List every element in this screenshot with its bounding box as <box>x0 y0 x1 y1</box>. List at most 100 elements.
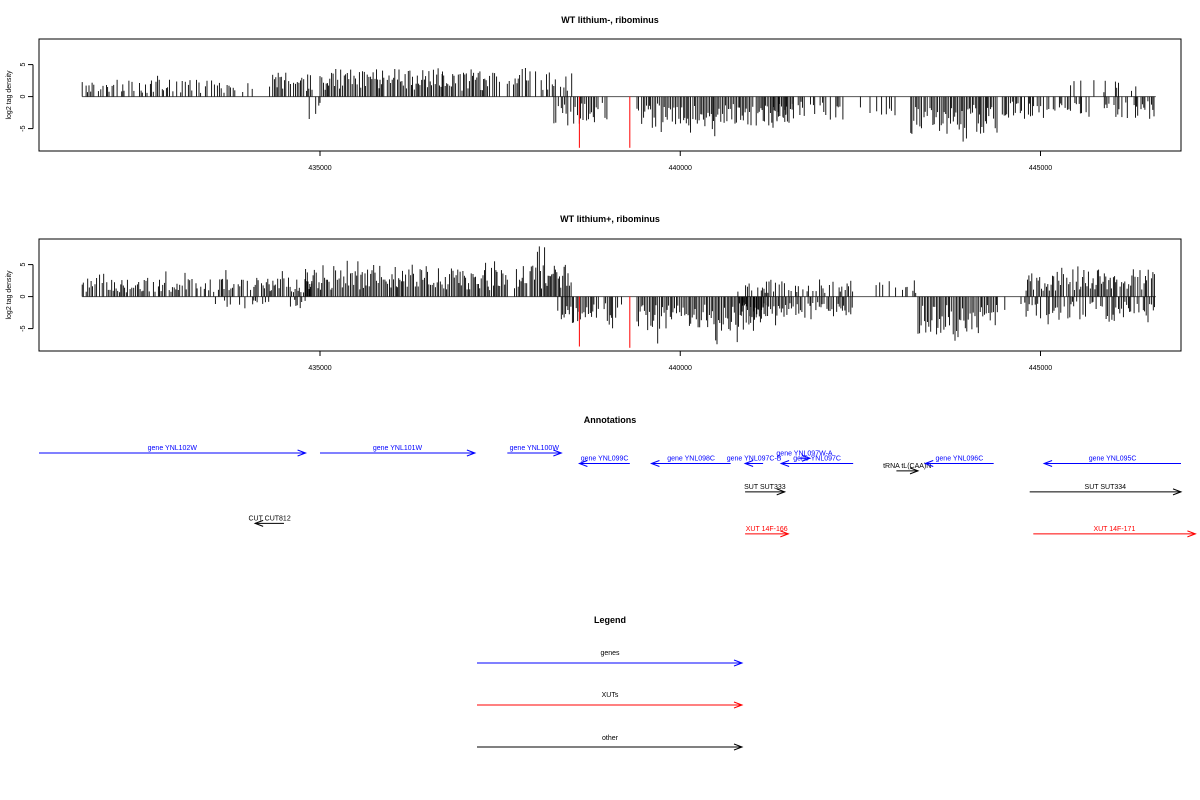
legend-label-other: other <box>602 735 619 742</box>
feature-label: CUT CUT812 <box>248 515 290 522</box>
arrow-head <box>923 460 934 467</box>
annotation-feature: gene YNL099C <box>577 456 630 467</box>
track-1-ylabel: log2 tag density <box>6 70 13 120</box>
track-1: WT lithium-, ribominus log2 tag density … <box>6 15 1182 172</box>
feature-arrow <box>650 460 731 467</box>
legend-label-genes: genes <box>600 650 620 657</box>
annotations-title: Annotations <box>584 415 637 425</box>
track-2-plot-frame <box>38 238 1182 352</box>
arrow-head <box>776 488 787 496</box>
feature-label: tRNA tL(CAA)N <box>883 463 931 470</box>
annotation-feature: gene YNL097W-A <box>776 450 833 462</box>
annotation-feature: CUT CUT812 <box>248 515 291 527</box>
track-2: WT lithium+, ribominus log2 tag density … <box>6 214 1182 372</box>
annotation-features: gene YNL102W gene YNL101W gene YNL100W gene… <box>39 445 1197 538</box>
annotation-feature: SUT SUT334 <box>1029 484 1183 496</box>
y-tick-label: 5 <box>20 263 27 267</box>
feature-label: SUT SUT333 <box>744 484 786 491</box>
feature-arrow <box>743 460 764 467</box>
feature-arrow <box>745 488 787 496</box>
y-tick-label: 5 <box>20 63 27 67</box>
feature-arrow <box>896 467 920 475</box>
feature-arrow <box>507 449 563 457</box>
feature-arrow <box>779 460 854 467</box>
feature-arrow <box>39 449 308 457</box>
feature-arrow <box>923 460 994 467</box>
annotation-feature: gene YNL101W <box>319 445 477 457</box>
annotation-feature: XUT 14F-166 <box>745 526 790 538</box>
feature-label: gene YNL100W <box>510 445 560 452</box>
feature-label: gene YNL099C <box>581 456 629 463</box>
arrow-head <box>909 467 920 475</box>
x-tick-label: 435000 <box>308 165 331 172</box>
annotation-feature: gene YNL097C-B <box>727 456 782 467</box>
x-tick-label: 440000 <box>669 365 692 372</box>
feature-label: SUT SUT334 <box>1085 484 1127 491</box>
track-1-y-axis: -5 0 5 <box>20 63 34 132</box>
x-tick-label: 435000 <box>308 365 331 372</box>
legend-arrow-line <box>477 659 744 667</box>
legend-arrow-xuts <box>477 701 744 709</box>
annotation-feature: gene YNL098C <box>650 456 731 467</box>
legend-arrow-line <box>477 743 744 751</box>
legend-label-xuts: XUTs <box>602 692 619 699</box>
annotation-feature: SUT SUT333 <box>744 484 787 496</box>
feature-label: gene YNL097W-A <box>776 450 832 457</box>
legend-arrow-genes <box>477 659 744 667</box>
feature-label: gene YNL102W <box>148 445 198 452</box>
feature-arrow <box>1033 530 1197 538</box>
legend: Legend genes XUTs other <box>477 615 744 751</box>
feature-label: gene YNL096C <box>936 456 984 463</box>
feature-arrow <box>253 519 284 527</box>
track-2-x-axis: 435000 440000 445000 <box>308 351 1052 372</box>
arrow-head <box>1042 460 1053 467</box>
annotation-feature: gene YNL095C <box>1042 456 1181 467</box>
legend-item-genes: genes <box>477 650 744 667</box>
arrow-head <box>297 449 308 457</box>
x-tick-label: 445000 <box>1029 165 1052 172</box>
feature-label: gene YNL097C-B <box>727 456 782 463</box>
legend-item-xuts: XUTs <box>477 692 744 709</box>
feature-arrow <box>319 449 477 457</box>
track-1-plot-frame <box>38 38 1182 152</box>
legend-title: Legend <box>594 615 626 625</box>
arrow-head <box>1172 488 1183 496</box>
arrow-head <box>1187 530 1197 538</box>
arrow-head <box>733 659 744 667</box>
arrow-head <box>733 743 744 751</box>
track-1-x-axis: 435000 440000 445000 <box>308 151 1052 172</box>
track-2-ylabel: log2 tag density <box>6 270 13 320</box>
feature-arrow <box>1029 488 1183 496</box>
feature-arrow <box>577 460 630 467</box>
feature-label: XUT 14F-166 <box>746 526 788 533</box>
feature-label: gene YNL101W <box>373 445 423 452</box>
arrow-head <box>733 701 744 709</box>
feature-arrow <box>1042 460 1181 467</box>
annotation-feature: gene YNL100W <box>507 445 563 457</box>
track-2-title: WT lithium+, ribominus <box>560 214 660 224</box>
x-tick-label: 440000 <box>669 165 692 172</box>
annotation-feature: gene YNL102W <box>39 445 308 457</box>
arrow-head <box>743 460 754 467</box>
y-tick-label: -5 <box>20 325 27 331</box>
y-tick-label: 0 <box>20 95 27 99</box>
annotation-feature: gene YNL096C <box>923 456 994 467</box>
feature-label: gene YNL098C <box>667 456 715 463</box>
arrow-head <box>801 454 812 462</box>
y-tick-label: 0 <box>20 295 27 299</box>
y-tick-label: -5 <box>20 125 27 131</box>
x-tick-label: 445000 <box>1029 365 1052 372</box>
track-2-bars <box>81 246 1156 348</box>
track-1-bars <box>81 68 1156 148</box>
arrow-head <box>577 460 588 467</box>
arrow-head <box>780 530 790 538</box>
track-2-y-axis: -5 0 5 <box>20 263 34 332</box>
annotation-feature: gene YNL097C <box>779 456 854 467</box>
legend-item-other: other <box>477 735 744 751</box>
feature-label: gene YNL095C <box>1089 456 1137 463</box>
feature-label: gene YNL097C <box>793 456 841 463</box>
arrow-head <box>253 519 264 527</box>
arrow-head <box>779 460 790 467</box>
feature-label: XUT 14F-171 <box>1093 526 1135 533</box>
